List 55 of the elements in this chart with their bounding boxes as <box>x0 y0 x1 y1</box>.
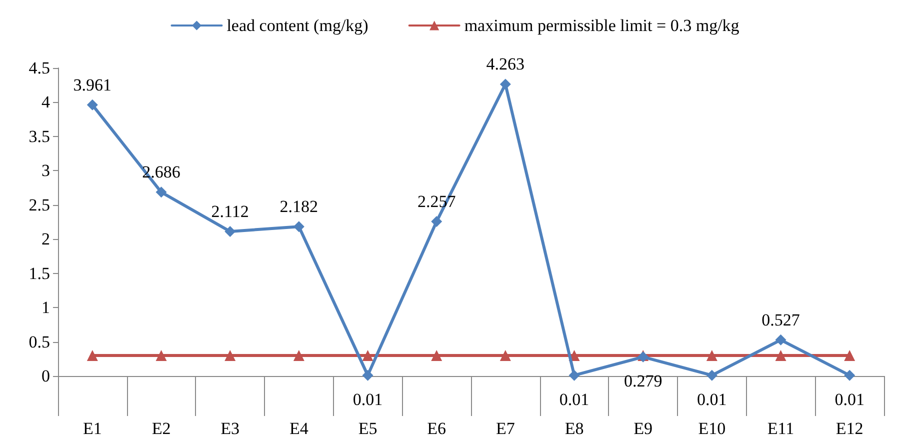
point <box>86 350 98 361</box>
y-tick-label: 4.5 <box>28 58 50 78</box>
x-tick-label: E6 <box>427 419 446 438</box>
point <box>431 216 442 228</box>
x-tick-label: E8 <box>564 419 584 438</box>
point <box>224 226 236 237</box>
point <box>362 370 374 381</box>
point <box>500 78 511 90</box>
data-label: 0.279 <box>624 371 662 390</box>
data-label: 0.01 <box>697 390 727 409</box>
data-label: 2.112 <box>211 202 249 221</box>
point <box>706 350 718 361</box>
point <box>86 99 98 110</box>
y-tick-label: 1 <box>42 298 50 318</box>
y-tick-label: 3 <box>42 161 50 180</box>
point <box>844 350 856 361</box>
x-tick-label: E3 <box>220 419 240 438</box>
y-tick-label: 1.5 <box>28 264 50 283</box>
x-tick-label: E10 <box>698 419 726 438</box>
legend-label: maximum permissible limit = 0.3 mg/kg <box>464 16 740 35</box>
data-label: 0.01 <box>352 390 383 409</box>
x-tick-label: E4 <box>289 419 309 438</box>
legend-label: lead content (mg/kg) <box>226 16 368 35</box>
x-tick-label: E2 <box>152 419 171 438</box>
y-tick-label: 2.5 <box>28 195 50 214</box>
x-tick-label: E5 <box>358 419 378 438</box>
data-label: 4.263 <box>486 54 525 74</box>
y-tick-label: 4 <box>42 92 50 112</box>
point <box>775 350 786 361</box>
data-label: 0.01 <box>834 390 864 409</box>
point <box>293 350 304 361</box>
x-tick-label: E12 <box>836 419 864 438</box>
point <box>156 350 167 361</box>
x-tick-label: E11 <box>767 419 794 438</box>
y-tick-label: 2 <box>42 230 50 249</box>
y-tick-label: 0 <box>42 366 50 386</box>
point <box>224 350 236 361</box>
data-label: 0.01 <box>559 390 590 409</box>
y-tick-label: 3.5 <box>28 126 50 146</box>
x-tick-label: E7 <box>496 419 516 438</box>
x-tick-label: E1 <box>82 419 102 438</box>
y-tick-label: 0.5 <box>28 332 50 352</box>
point <box>362 350 374 361</box>
data-label: 2.182 <box>280 197 318 216</box>
point <box>775 334 786 346</box>
point <box>431 350 442 361</box>
point <box>844 370 856 381</box>
point <box>706 370 718 381</box>
point <box>293 221 304 232</box>
point <box>500 350 511 361</box>
data-label: 3.961 <box>73 75 112 94</box>
point <box>568 370 580 381</box>
data-label: 0.527 <box>762 310 800 330</box>
point <box>156 186 167 198</box>
x-tick-label: E9 <box>634 419 653 438</box>
